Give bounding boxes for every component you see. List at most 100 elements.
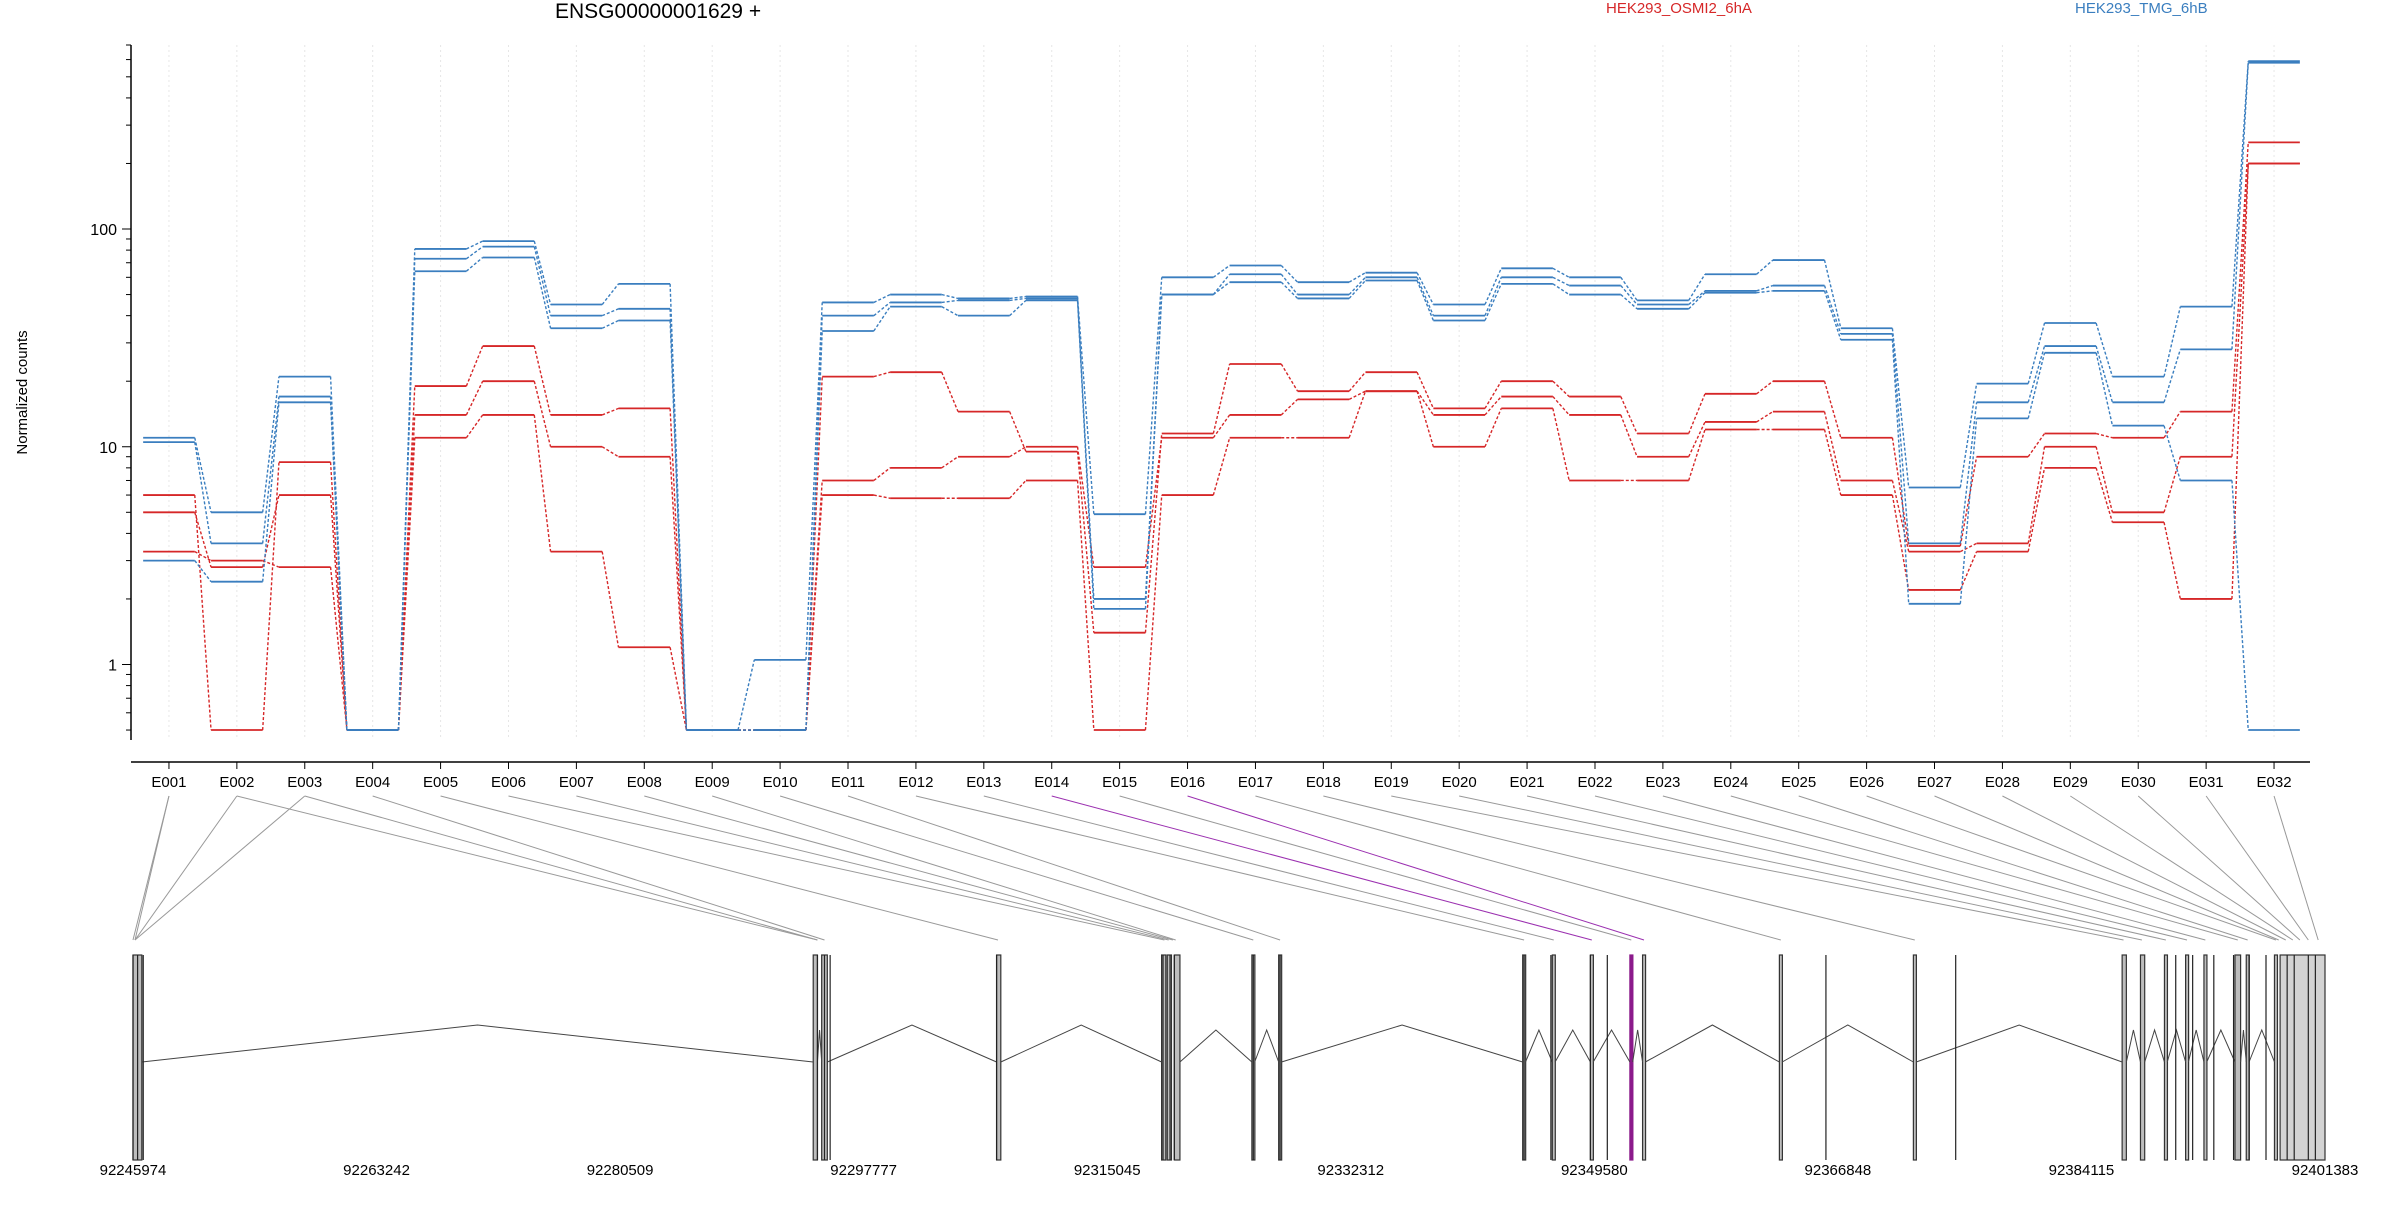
intron-line [1525, 1028, 1553, 1063]
exon-connector-e020 [1459, 795, 2142, 941]
series-transition [1009, 295, 1027, 300]
series-5 [143, 61, 2300, 731]
series-transition [669, 408, 688, 731]
series-transition [194, 442, 212, 544]
series-transition [601, 319, 619, 329]
series-transition [2095, 446, 2114, 513]
intron-line [2125, 1029, 2141, 1063]
series-transition [1620, 285, 1638, 305]
series-transition [2163, 411, 2181, 439]
series-transition [397, 271, 416, 731]
series-transition [1484, 283, 1502, 321]
exon-connector-e030 [2137, 795, 2301, 941]
series-transition [1280, 281, 1299, 299]
series-transition [2027, 433, 2046, 458]
intron-line [141, 1024, 814, 1063]
series-transition [261, 462, 280, 731]
exon-block [1778, 954, 1783, 1161]
series-transition [2095, 432, 2113, 439]
x-tick-label-e029: E029 [2053, 774, 2088, 791]
x-tick-label-e021: E021 [1510, 774, 1545, 791]
series-transition [1348, 371, 1366, 392]
series-transition [1484, 396, 1502, 416]
x-tick-label-e025: E025 [1781, 774, 1816, 791]
series-transition [669, 320, 688, 731]
series-transition [397, 437, 416, 731]
series-transition [805, 495, 823, 731]
x-tick-label-e004: E004 [355, 774, 390, 791]
series-transition [1620, 396, 1638, 434]
series-transition [329, 402, 348, 731]
series-transition [1688, 292, 1706, 310]
intron-line [2248, 1028, 2275, 1063]
exon-block [1173, 954, 1181, 1161]
series-transition [1212, 437, 1231, 496]
series-transition [601, 283, 620, 305]
series-transition [2163, 456, 2182, 513]
series-transition [1960, 542, 1977, 553]
series-transition [1348, 280, 1366, 299]
series-transition [1823, 290, 1842, 340]
x-tick-label-e012: E012 [898, 774, 933, 791]
series-transition [1416, 390, 1435, 447]
exon-connector-e004 [372, 795, 825, 941]
series-transition [2231, 62, 2249, 350]
series-transition [601, 407, 619, 416]
series-transition [2027, 352, 2046, 419]
series-transition [2231, 480, 2249, 731]
series-transition [941, 306, 959, 317]
exon-block [2139, 954, 2146, 1161]
intron-line [1632, 1029, 1644, 1063]
series-transition [1823, 429, 1842, 496]
intron-line [1281, 1024, 1523, 1063]
y-tick-label: 100 [90, 222, 117, 239]
series-transition [1552, 276, 1570, 287]
series-transition [1076, 300, 1095, 609]
series-transition [1959, 383, 1978, 488]
series-transition [1144, 495, 1163, 731]
intron-line [2166, 1028, 2187, 1063]
series-transition [1756, 284, 1774, 292]
series-transition [465, 380, 484, 416]
series-transition [1688, 429, 1706, 481]
series-transition [533, 414, 552, 552]
intron-line [827, 1024, 997, 1063]
series-transition [194, 560, 212, 583]
series-transition [1688, 421, 1706, 458]
exon-connector [134, 795, 306, 941]
exon-block [1629, 954, 1634, 1161]
series-transition [1280, 363, 1299, 392]
series-transition [465, 246, 484, 260]
exon-connector-e025 [1798, 795, 2248, 941]
legend-entry-osmi2: HEK293_OSMI2_6hA [1606, 0, 1752, 17]
series-transition [1552, 396, 1570, 416]
exon-connector-e012 [915, 795, 1525, 941]
exon-connector-e028 [2002, 795, 2286, 941]
exon-block [995, 954, 1002, 1161]
series-transition [669, 308, 688, 731]
series-transition [1144, 437, 1163, 568]
y-tick-label: 10 [99, 440, 117, 457]
series-transition [2163, 349, 2182, 403]
series-transition [1416, 371, 1435, 409]
series-transition [1348, 272, 1366, 283]
exon-connector-e032 [2273, 795, 2319, 941]
exon-connector-e031 [2205, 795, 2309, 941]
series-transition [2027, 467, 2046, 552]
series-transition [1756, 411, 1774, 423]
x-tick-label-e006: E006 [491, 774, 526, 791]
series-transition [194, 495, 212, 731]
series-transition [261, 402, 280, 582]
series-transition [1348, 390, 1366, 401]
series-transition [601, 308, 619, 317]
coordinate-label: 92280509 [587, 1162, 654, 1179]
series-transition [1212, 264, 1231, 278]
x-tick-label-e016: E016 [1170, 774, 1205, 791]
coordinate-label: 92401383 [2292, 1162, 2359, 1179]
series-transition [465, 414, 484, 439]
series-transition [669, 647, 688, 731]
series-transition [1959, 418, 1978, 604]
intron-line [1000, 1024, 1162, 1063]
